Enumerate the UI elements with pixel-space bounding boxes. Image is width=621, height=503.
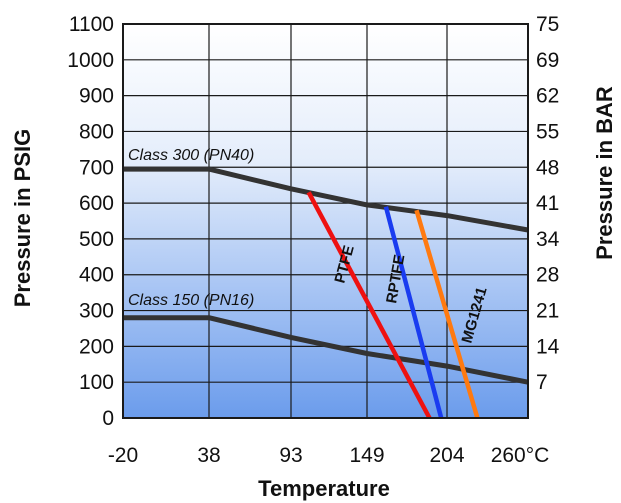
x-axis-ticks: -20 38 93 149 204 260°C [108,444,549,467]
y2-tick-label: 7 [536,371,548,394]
plot-border [122,23,529,419]
y2-axis-title: Pressure in BAR [592,86,617,260]
plot-frame [122,23,529,419]
y-tick-label: 400 [79,264,114,287]
x-tick-label: 38 [197,444,220,467]
x-tick-label: 204 [429,444,464,467]
series-class-150-pn16 [123,315,529,385]
x-tick-label: 93 [279,444,302,467]
y-tick-label: 1100 [69,13,114,36]
y-tick-label: 200 [79,335,114,358]
y2-tick-label: 28 [536,264,559,287]
series-mg1241 [414,209,480,419]
y-tick-label: 800 [79,120,114,143]
y2-tick-label: 69 [536,49,559,72]
y-axis-title: Pressure in PSIG [10,129,35,308]
y2-tick-label: 48 [536,156,559,179]
y-tick-label: 900 [79,85,114,108]
y2-tick-label: 41 [536,192,559,215]
class-300-label: Class 300 (PN40) [128,147,254,164]
x-tick-label: -20 [108,444,138,467]
x-tick-label: 149 [349,444,384,467]
series-class-300-pn40 [123,166,529,233]
x-tick-label: 260°C [491,444,550,467]
y-tick-label: 300 [79,300,114,323]
y-tick-label: 600 [79,192,114,215]
y-tick-label: 1000 [67,49,114,72]
y-tick-label: 700 [79,156,114,179]
series-ptfe [306,191,432,420]
y-axis-ticks: 0 100 200 300 400 500 600 700 800 900 1000 1100 [67,13,114,430]
y2-tick-label: 75 [536,13,559,36]
y2-axis-ticks: 75 69 62 55 48 41 34 28 21 14 7 [536,13,560,394]
series-lines [123,166,529,420]
y2-tick-label: 21 [536,300,559,323]
y-tick-label: 0 [102,407,114,430]
class-150-label: Class 150 (PN16) [128,292,254,309]
x-axis-title: Temperature [258,476,390,501]
y2-tick-label: 55 [536,120,559,143]
y2-tick-label: 34 [536,228,560,251]
y-tick-label: 500 [79,228,114,251]
y2-tick-label: 62 [536,85,559,108]
y-tick-label: 100 [79,371,114,394]
y2-tick-label: 14 [536,335,560,358]
series-rptfe [383,206,444,419]
